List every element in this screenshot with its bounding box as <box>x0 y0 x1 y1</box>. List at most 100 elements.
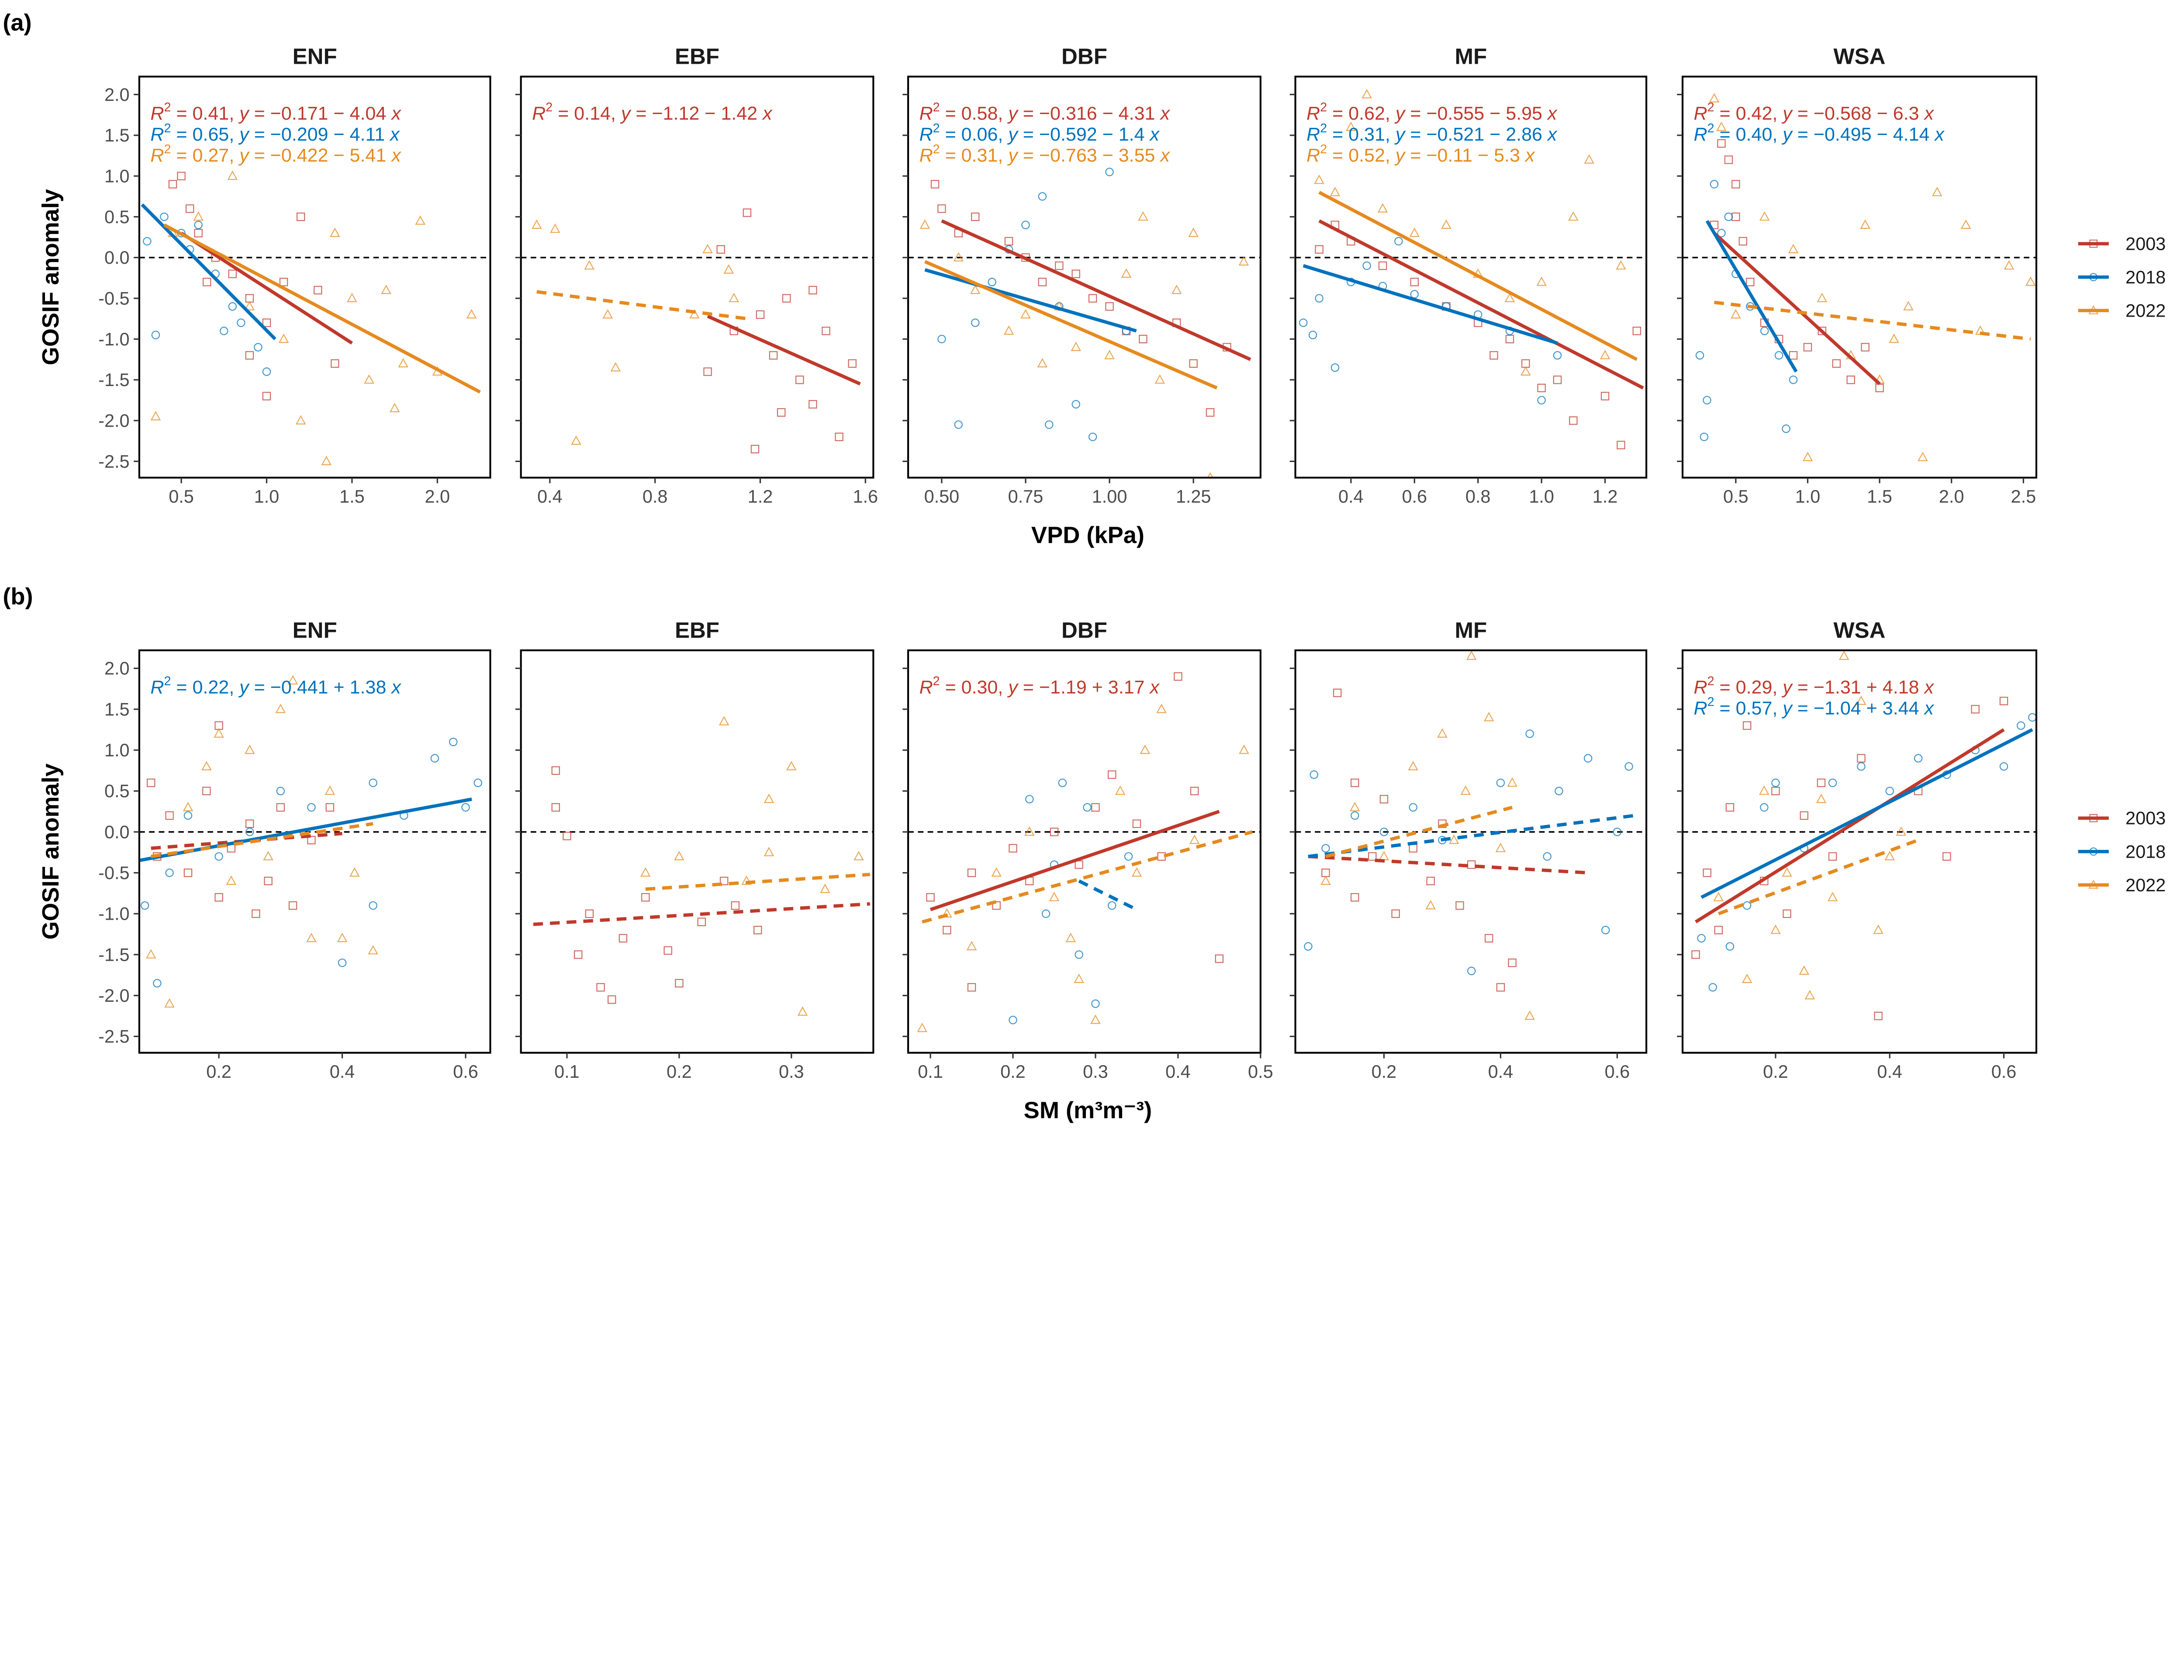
data-point-2022 <box>1154 374 1165 384</box>
legend-marker-2018 <box>2089 273 2098 281</box>
points-layer <box>139 675 482 1008</box>
fit-line-2018 <box>1705 220 1798 373</box>
legend: 2003 2018 2022 <box>2078 808 2166 895</box>
data-point-2022 <box>1156 704 1167 713</box>
panel-title: EBF <box>675 617 719 642</box>
data-point-2003 <box>641 893 650 902</box>
data-point-2003 <box>697 918 706 926</box>
data-point-2018 <box>276 787 285 796</box>
data-point-2018 <box>1350 811 1359 820</box>
data-point-2003 <box>1742 721 1752 730</box>
points-layer <box>531 208 861 454</box>
data-point-2018 <box>369 778 377 787</box>
equation-part: x <box>390 103 401 124</box>
data-point-2022 <box>1804 990 1815 1000</box>
data-point-2018 <box>2028 713 2036 722</box>
equation-part: = 0.62, <box>1327 103 1396 124</box>
fit-line-2003 <box>1713 231 1881 385</box>
data-point-2022 <box>1239 745 1249 754</box>
data-point-2022 <box>1770 925 1781 934</box>
panel-frame <box>138 649 491 1054</box>
data-point-2022 <box>966 941 977 951</box>
y-tick-label: 1.0 <box>104 740 130 760</box>
panel-frame <box>520 649 874 1054</box>
data-point-2003 <box>1132 819 1141 828</box>
fit-line-2022 <box>924 260 1218 390</box>
equation-part: 2 <box>164 142 171 156</box>
data-point-2022 <box>466 309 477 319</box>
x-tick-label: 1.0 <box>1795 486 1821 507</box>
x-tick-label: 0.2 <box>667 1061 692 1082</box>
x-tick-label: 0.2 <box>206 1061 232 1082</box>
data-point-2003 <box>1108 770 1116 779</box>
fit-line-2022 <box>163 223 481 394</box>
data-point-2022 <box>1788 244 1799 253</box>
legend-label: 2018 <box>2125 267 2166 287</box>
x-tick-label: 0.2 <box>1763 1061 1788 1082</box>
equation-part: = 0.52, <box>1327 145 1396 166</box>
x-tick-label: 0.6 <box>1605 1061 1630 1082</box>
y-tick-label: -1.5 <box>98 369 129 390</box>
data-point-2003 <box>1971 705 1980 714</box>
data-point-2003 <box>835 432 843 442</box>
gosif-anomaly-figure: (a) GOSIF anomaly VPD (kPa) ENF 2.0 1.5 1.0 0.5… <box>3 10 2166 1124</box>
x-tick-label: 0.1 <box>918 1061 943 1082</box>
equation-part: y <box>238 145 250 166</box>
data-point-2018 <box>262 367 271 376</box>
panel-frame <box>138 76 491 479</box>
fit-line-2003 <box>930 810 1220 911</box>
data-point-2018 <box>220 327 228 335</box>
data-point-2022 <box>1856 695 1866 705</box>
data-point-2003 <box>1455 901 1464 910</box>
data-point-2003 <box>551 766 560 775</box>
equation-part: R <box>919 124 933 145</box>
data-point-2003 <box>607 995 616 1004</box>
data-point-2018 <box>1071 400 1080 409</box>
data-point-2018 <box>369 901 377 910</box>
fit-line-2022 <box>922 830 1253 924</box>
data-point-2003 <box>596 983 605 992</box>
data-point-2022 <box>1816 793 1827 803</box>
data-point-2003 <box>1391 909 1400 918</box>
data-point-2022 <box>1362 89 1372 99</box>
equation-part: = −0.592 − 1.4 <box>1018 124 1150 145</box>
x-tick-label: 0.50 <box>924 486 960 507</box>
data-point-2003 <box>1617 441 1625 449</box>
row-b: (b) GOSIF anomaly SM (m³m⁻³) ENF 2.0 1.5 1.0 0.… <box>3 583 2166 1124</box>
equation-part: x <box>1159 145 1170 166</box>
data-point-2022 <box>306 932 317 942</box>
x-tick-label: 0.4 <box>1165 1061 1191 1082</box>
data-point-2018 <box>1771 778 1780 787</box>
equation-part: 2 <box>933 674 940 688</box>
data-point-2003 <box>1055 261 1064 270</box>
data-point-2003 <box>1409 844 1417 853</box>
equation-part: x <box>1547 103 1558 124</box>
equation-part: 2 <box>933 100 940 114</box>
data-point-2018 <box>1525 729 1534 738</box>
data-point-2003 <box>1496 983 1505 992</box>
equation-part: R <box>1694 698 1707 719</box>
equation-part: x <box>1547 124 1558 145</box>
legend-marker-2018 <box>2089 847 2098 856</box>
data-point-2022 <box>1600 350 1610 359</box>
data-point-2003 <box>1215 954 1224 963</box>
regression-equation-2003: R2 = 0.30, y = −1.19 + 3.17 x <box>919 674 1160 698</box>
panel-title: MF <box>1455 44 1487 69</box>
equation-part: y <box>1007 677 1019 698</box>
data-point-2022 <box>1483 712 1494 721</box>
equation-part: y <box>1781 677 1793 698</box>
data-point-2003 <box>279 278 288 286</box>
data-point-2022 <box>991 867 1002 877</box>
fit-line-2022 <box>645 873 870 891</box>
regression-equation-2003: R2 = 0.62, y = −0.555 − 5.95 x <box>1306 100 1558 124</box>
y-tick-label: -0.5 <box>98 288 129 308</box>
data-point-2003 <box>313 286 322 295</box>
data-point-2003 <box>809 400 817 409</box>
data-point-2018 <box>937 335 946 344</box>
data-point-2018 <box>254 343 263 352</box>
equation-part: 2 <box>1707 674 1714 688</box>
data-point-2018 <box>1613 828 1622 836</box>
data-point-2018 <box>1760 803 1769 812</box>
data-point-2022 <box>1448 835 1459 844</box>
